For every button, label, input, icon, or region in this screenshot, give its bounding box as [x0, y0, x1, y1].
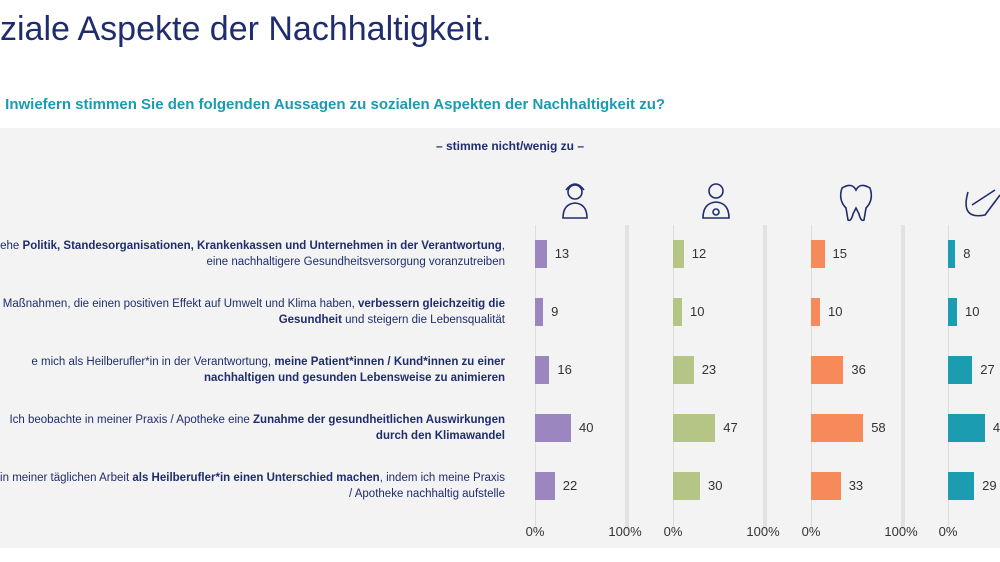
statement-part: , indem ich meine Praxis / Apotheke nach… — [348, 472, 505, 500]
bar — [811, 414, 864, 442]
value-label: 13 — [554, 246, 570, 261]
bar — [811, 472, 841, 500]
value-label: 30 — [708, 478, 723, 493]
value-label: 33 — [848, 478, 864, 493]
bar — [811, 356, 844, 384]
bar — [535, 414, 571, 442]
bar — [811, 240, 825, 268]
value-label: 22 — [562, 478, 578, 493]
bar — [948, 472, 975, 500]
x-tick-label: 100% — [746, 524, 780, 539]
question: : Inwiefern stimmen Sie den folgenden Au… — [0, 96, 666, 113]
bar — [535, 472, 555, 500]
title: ziale Aspekte der Nachhaltigkeit. — [0, 10, 492, 48]
statement-part: Maßnahmen, die einen positiven Effekt au… — [2, 298, 358, 310]
value-label: 27 — [980, 362, 995, 377]
statement-part: Ich beobachte in meiner Praxis / Apothek… — [9, 414, 254, 426]
icons — [562, 183, 1000, 222]
subtitle: – stimme nicht/wenig zu – — [435, 139, 585, 153]
grid-line — [625, 225, 629, 530]
x-tick-label: 0% — [663, 524, 683, 539]
x-tick-label: 0% — [938, 524, 958, 539]
bar — [673, 414, 716, 442]
bar — [535, 356, 550, 384]
value-label: 15 — [832, 246, 847, 261]
value-label: 8 — [963, 246, 971, 261]
value-label: 58 — [871, 420, 886, 435]
statement-part: Zunahme der gesundheitlichen Auswirkunge… — [253, 414, 505, 442]
value-label: 36 — [851, 362, 866, 377]
value-label: 12 — [691, 246, 707, 261]
statement: n in meiner täglichen Arbeit als Heilber… — [0, 470, 505, 502]
bar — [948, 298, 957, 326]
bar — [535, 298, 544, 326]
value-label: 29 — [982, 478, 997, 493]
bar — [535, 240, 547, 268]
statement: Ich beobachte in meiner Praxis / Apothek… — [0, 412, 505, 444]
bar — [811, 298, 820, 326]
statement-part: , eine nachhaltigere Gesundheitsversorgu… — [206, 240, 505, 268]
grid-line — [763, 225, 767, 530]
statement-part: n in meiner täglichen Arbeit — [0, 472, 133, 484]
value-label: 40 — [579, 420, 594, 435]
statement-part: meine Patient*innen / Kund*innen zu eine… — [204, 356, 505, 384]
statement-part: und steigern die Lebensqualität — [341, 314, 505, 326]
statement: e mich als Heilberufler*in in der Verant… — [0, 354, 505, 386]
statement-part: Politik, Standesorganisationen, Krankenk… — [22, 240, 502, 252]
statement: Maßnahmen, die einen positiven Effekt au… — [0, 296, 505, 328]
value-label: 41 — [992, 420, 1000, 435]
statement-part: verbessern gleichzeitig die Gesundheit — [278, 298, 505, 326]
bar — [948, 240, 956, 268]
icon-pharmacy — [965, 189, 1000, 217]
statement-part: als Heilberufler*in einen Unterschied ma… — [132, 472, 380, 484]
statement: sehe Politik, Standesorganisationen, Kra… — [0, 238, 505, 270]
icon-dentist — [702, 183, 730, 219]
icon-doctor — [562, 183, 588, 219]
bar — [673, 356, 694, 384]
value-label: 9 — [551, 304, 559, 319]
bar — [673, 240, 684, 268]
value-label: 23 — [701, 362, 717, 377]
x-tick-label: 100% — [608, 524, 642, 539]
x-tick-label: 0% — [525, 524, 545, 539]
value-label: 16 — [557, 362, 572, 377]
x-tick-label: 0% — [801, 524, 821, 539]
value-label: 10 — [690, 304, 705, 319]
statement-part: sehe — [0, 240, 20, 252]
value-label: 10 — [965, 304, 980, 319]
value-label: 47 — [723, 420, 738, 435]
value-label: 10 — [828, 304, 843, 319]
icon-tooth — [839, 184, 873, 222]
x-tick-label: 100% — [884, 524, 918, 539]
bar — [673, 472, 700, 500]
grid-line — [901, 225, 905, 530]
statement-part: e mich als Heilberufler*in in der Verant… — [31, 356, 275, 368]
bar — [948, 356, 973, 384]
bar — [948, 414, 985, 442]
bar — [673, 298, 682, 326]
